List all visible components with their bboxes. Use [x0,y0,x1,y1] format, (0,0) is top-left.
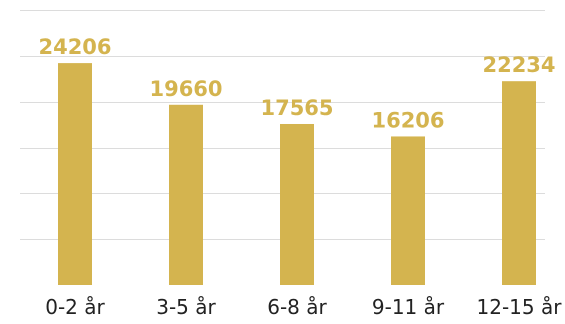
bar [391,136,425,285]
x-tick-label: 3-5 år [156,295,216,319]
x-axis-tick-labels: 0-2 år 3-5 år 6-8 år 9-11 år 12-15 år [45,295,562,319]
data-label: 24206 [38,35,111,59]
data-label: 22234 [482,53,555,77]
bars [58,63,536,286]
x-tick-label: 6-8 år [267,295,327,319]
data-label: 17565 [260,96,333,120]
data-labels: 24206 19660 17565 16206 22234 [38,35,555,132]
bar [58,63,92,286]
bar [502,81,536,286]
x-tick-label: 9-11 år [372,295,445,319]
data-label: 19660 [149,77,222,101]
data-label: 16206 [371,108,444,132]
x-tick-label: 12-15 år [477,295,563,319]
x-tick-label: 0-2 år [45,295,105,319]
bar [169,104,203,286]
bar [280,123,314,285]
